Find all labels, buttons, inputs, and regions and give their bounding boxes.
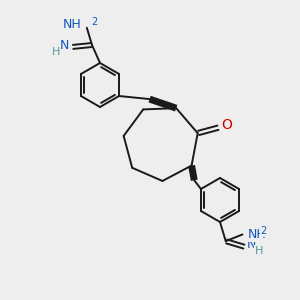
Text: O: O: [221, 118, 232, 132]
Text: H: H: [52, 47, 60, 57]
Text: NH: NH: [248, 228, 266, 241]
Text: NH: NH: [63, 18, 82, 31]
Text: N: N: [60, 40, 69, 52]
Text: N: N: [247, 238, 256, 251]
Text: 2: 2: [91, 17, 97, 27]
Text: 2: 2: [260, 226, 267, 236]
Text: H: H: [255, 246, 263, 256]
